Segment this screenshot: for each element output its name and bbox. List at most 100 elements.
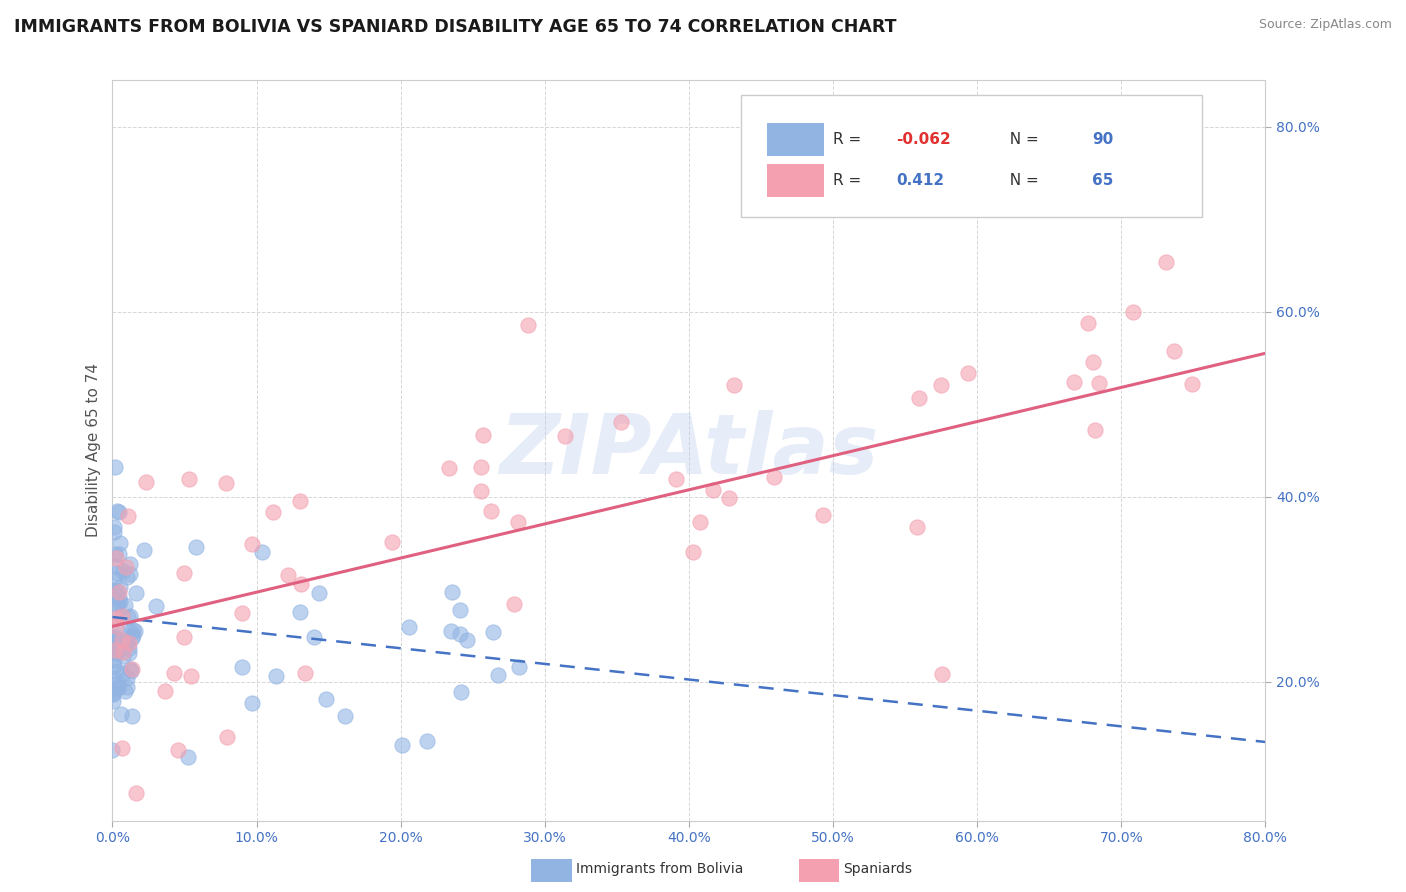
Point [101, 687, 124, 701]
Point [180, 669, 202, 683]
Point [103, 694, 125, 708]
Point [516, 318, 538, 332]
Point [104, 559, 127, 574]
Point [290, 605, 312, 619]
Text: Spaniards: Spaniards [844, 862, 912, 876]
Point [118, 566, 141, 581]
Point [108, 585, 131, 599]
Point [290, 577, 312, 591]
Point [103, 583, 125, 598]
Point [1122, 305, 1144, 319]
Point [111, 648, 134, 663]
Point [1088, 376, 1111, 390]
Point [506, 515, 529, 529]
Point [110, 707, 132, 722]
Point [104, 632, 127, 647]
Point [105, 551, 128, 566]
Point [610, 415, 633, 429]
Text: R =: R = [834, 132, 866, 147]
FancyBboxPatch shape [768, 164, 824, 196]
Point [440, 624, 463, 639]
Point [103, 631, 125, 645]
Point [103, 658, 125, 673]
Point [118, 636, 141, 650]
Point [214, 475, 236, 490]
Point [450, 685, 472, 699]
Point [120, 609, 142, 624]
Point [101, 672, 124, 686]
Point [441, 585, 464, 599]
Point [105, 583, 128, 598]
Point [112, 665, 135, 680]
Point [114, 683, 136, 698]
Point [415, 734, 437, 748]
Point [135, 475, 157, 489]
Point [120, 624, 142, 639]
Point [117, 610, 139, 624]
Point [111, 632, 134, 647]
Point [101, 686, 124, 700]
Point [762, 470, 785, 484]
Point [132, 542, 155, 557]
Point [125, 786, 148, 800]
Point [391, 739, 413, 753]
FancyBboxPatch shape [741, 95, 1202, 218]
Point [308, 585, 330, 599]
Point [104, 630, 127, 644]
Point [1163, 344, 1185, 359]
Point [288, 494, 311, 508]
Point [702, 483, 724, 497]
Point [153, 683, 176, 698]
Point [381, 535, 404, 549]
Point [107, 590, 129, 604]
Point [177, 472, 200, 486]
Point [110, 580, 132, 594]
Text: -0.062: -0.062 [897, 132, 952, 147]
Point [124, 586, 146, 600]
Point [1181, 377, 1204, 392]
Text: N =: N = [1000, 173, 1043, 187]
Point [252, 544, 274, 558]
Point [277, 568, 299, 582]
Point [907, 520, 929, 534]
Point [931, 377, 953, 392]
Point [105, 599, 128, 613]
Point [103, 525, 125, 540]
Text: N =: N = [1000, 132, 1043, 147]
Point [449, 626, 471, 640]
Point [108, 535, 131, 549]
Point [398, 619, 420, 633]
Point [145, 599, 167, 613]
Point [108, 594, 131, 608]
Point [111, 741, 134, 756]
Point [111, 609, 134, 624]
Text: 90: 90 [1092, 132, 1114, 147]
Point [1063, 376, 1085, 390]
Point [115, 636, 138, 650]
Point [231, 607, 253, 621]
Point [104, 642, 127, 657]
Point [1083, 354, 1105, 368]
Point [315, 691, 337, 706]
Point [121, 662, 143, 676]
Point [166, 743, 188, 757]
Text: ZIPAtlas: ZIPAtlas [499, 410, 879, 491]
Point [104, 644, 127, 658]
Point [107, 624, 129, 638]
Point [118, 662, 141, 676]
Point [471, 427, 494, 442]
Point [335, 708, 357, 723]
Point [231, 660, 253, 674]
Point [103, 572, 125, 586]
Point [112, 564, 135, 578]
Y-axis label: Disability Age 65 to 74: Disability Age 65 to 74 [86, 363, 101, 538]
Point [215, 731, 238, 745]
Point [554, 429, 576, 443]
Point [1077, 316, 1099, 330]
Point [107, 642, 129, 657]
Point [264, 669, 287, 683]
Point [118, 558, 141, 572]
Point [122, 627, 145, 641]
Point [104, 459, 127, 474]
Point [503, 597, 526, 611]
